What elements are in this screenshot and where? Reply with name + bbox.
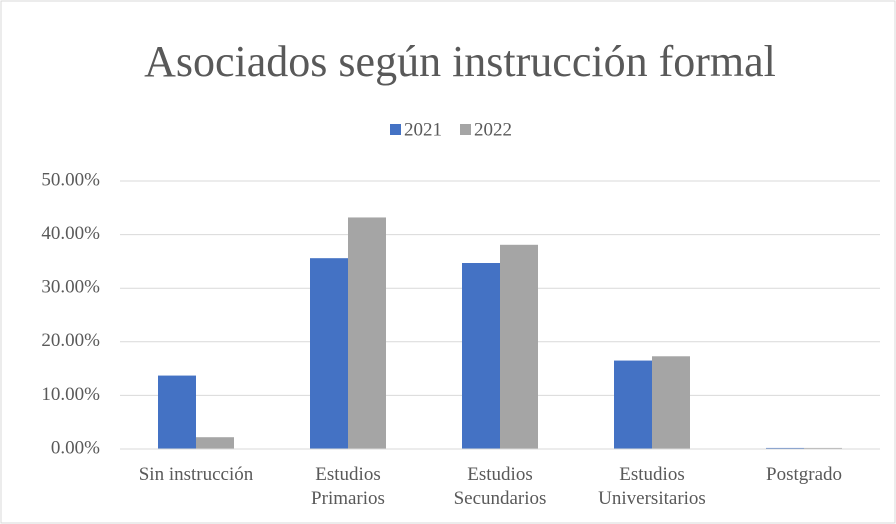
legend-swatch [390, 124, 401, 135]
x-tick-label: Postgrado [766, 464, 842, 485]
bar [500, 244, 538, 449]
chart-title: Asociados según instrucción formal [144, 37, 776, 86]
bar [766, 447, 804, 449]
bar [310, 258, 348, 449]
x-tick-label: Estudios Universitarios [598, 464, 706, 509]
bar [652, 356, 690, 449]
bar [462, 263, 500, 449]
bar [348, 217, 386, 449]
y-tick-label: 30.00% [41, 277, 100, 298]
y-tick-label: 20.00% [41, 330, 100, 351]
legend-swatch [460, 124, 471, 135]
y-tick-label: 10.00% [41, 384, 100, 405]
legend-label: 2021 [404, 119, 442, 140]
legend-label: 2022 [474, 119, 512, 140]
x-tick-label: Estudios Secundarios [453, 464, 547, 509]
y-tick-label: 0.00% [51, 437, 100, 458]
bar [614, 360, 652, 449]
x-tick-label: Estudios Primarios [311, 464, 385, 509]
y-tick-label: 50.00% [41, 169, 100, 190]
y-tick-label: 40.00% [41, 223, 100, 244]
bar [158, 375, 196, 449]
bar [196, 437, 234, 449]
bar [804, 447, 842, 449]
x-tick-label: Sin instrucción [138, 464, 254, 485]
